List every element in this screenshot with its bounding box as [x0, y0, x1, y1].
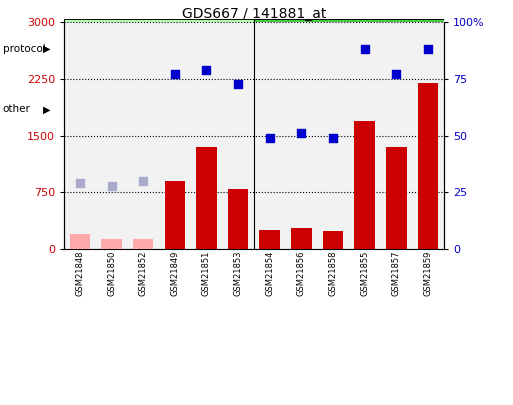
Text: count: count: [92, 154, 122, 164]
Bar: [254, 22, 286, 249]
Bar: [127, 22, 159, 249]
Title: GDS667 / 141881_at: GDS667 / 141881_at: [182, 7, 326, 21]
Text: other: other: [3, 104, 30, 114]
Point: [297, 130, 305, 136]
Point: [76, 180, 84, 187]
Bar: [72, 176, 85, 196]
Text: value, Detection Call = ABSENT: value, Detection Call = ABSENT: [92, 207, 258, 217]
Text: dU2AF50 knock-down: dU2AF50 knock-down: [292, 44, 405, 53]
Bar: [386, 147, 407, 249]
Point: [392, 71, 400, 78]
Point: [234, 80, 242, 87]
Bar: [222, 22, 254, 249]
Text: rank, Detection Call = ABSENT: rank, Detection Call = ABSENT: [92, 233, 253, 243]
Bar: [72, 149, 85, 169]
Bar: [191, 22, 222, 249]
Text: ▶: ▶: [43, 104, 50, 114]
Bar: [291, 228, 312, 249]
Bar: [72, 202, 85, 222]
Point: [266, 135, 274, 141]
Bar: [412, 22, 444, 249]
Bar: [64, 22, 96, 249]
Point: [424, 46, 432, 53]
Bar: [254, 80, 349, 139]
Bar: [196, 147, 217, 249]
Bar: [64, 19, 254, 78]
Bar: [159, 22, 191, 249]
Point: [361, 46, 369, 53]
Point: [107, 182, 115, 189]
Bar: [64, 80, 159, 139]
Bar: [286, 22, 317, 249]
Bar: [254, 19, 444, 78]
Bar: [418, 83, 438, 249]
Bar: [349, 22, 381, 249]
Bar: [228, 189, 248, 249]
Bar: [72, 228, 85, 248]
Bar: [133, 239, 153, 249]
Bar: [381, 22, 412, 249]
Bar: [317, 22, 349, 249]
Text: nuclear: nuclear: [377, 104, 416, 114]
Point: [202, 67, 210, 73]
Text: non-specific  knock-down: non-specific knock-down: [93, 44, 225, 53]
Point: [139, 178, 147, 184]
Point: [329, 135, 337, 141]
Point: [171, 71, 179, 78]
Bar: [101, 239, 122, 249]
Text: nuclear: nuclear: [187, 104, 226, 114]
Bar: [159, 80, 254, 139]
Text: ▶: ▶: [43, 44, 50, 53]
Text: cytoplasmic: cytoplasmic: [80, 104, 143, 114]
Bar: [260, 230, 280, 249]
Bar: [96, 22, 127, 249]
Bar: [70, 234, 90, 249]
Bar: [165, 181, 185, 249]
Bar: [349, 80, 444, 139]
Bar: [323, 231, 343, 249]
Text: percentile rank within the sample: percentile rank within the sample: [92, 181, 268, 191]
Text: protocol: protocol: [3, 44, 45, 53]
Text: cytoplasmic: cytoplasmic: [270, 104, 333, 114]
Bar: [354, 121, 375, 249]
